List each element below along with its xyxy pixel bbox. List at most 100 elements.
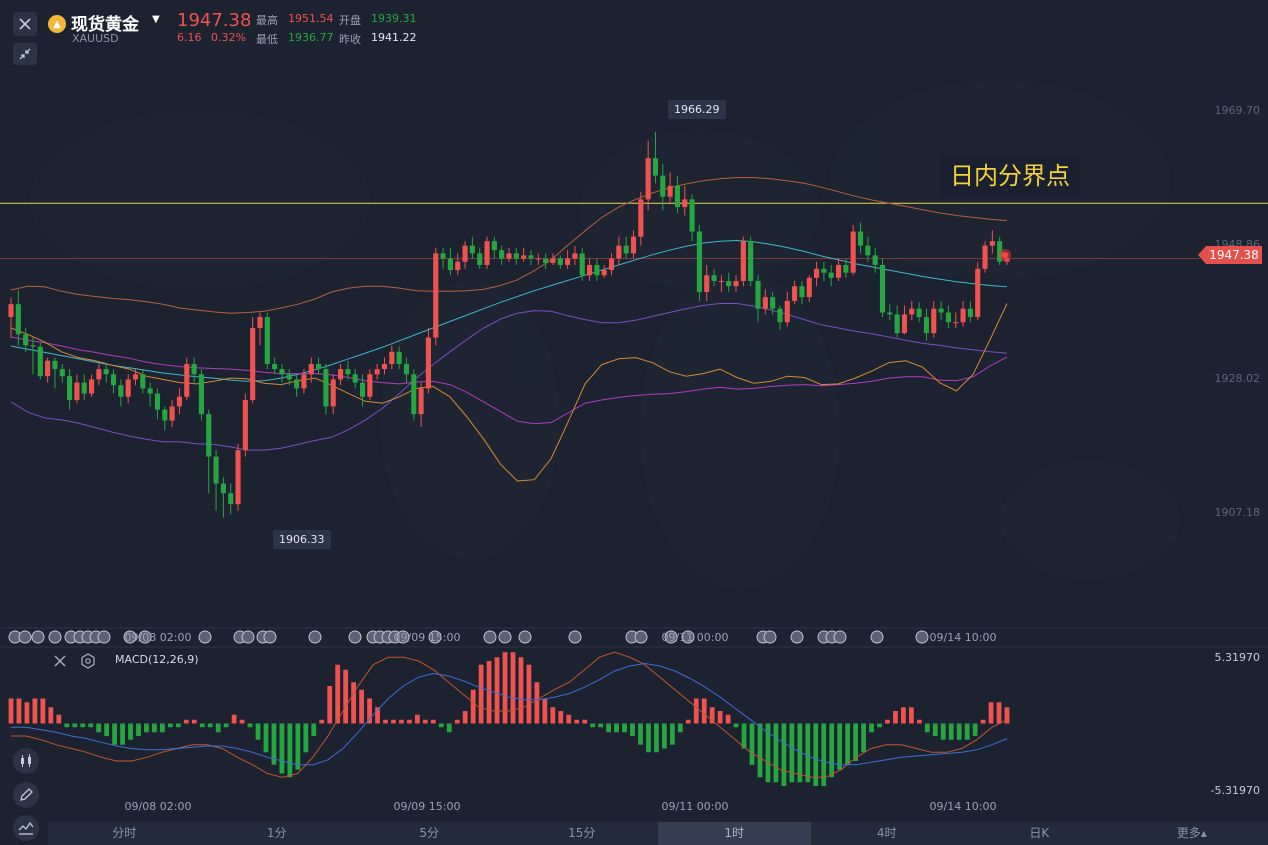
boll-upper-line <box>10 177 1008 314</box>
macd-bar <box>80 723 86 728</box>
candle-body <box>499 250 505 259</box>
macd-bar <box>948 723 954 740</box>
candle-body <box>535 258 541 260</box>
macd-bar <box>391 719 396 724</box>
indicator-tool-button[interactable] <box>13 815 39 841</box>
candle-body <box>762 297 768 309</box>
candle-body <box>806 277 812 298</box>
event-marker <box>915 630 929 644</box>
macd-bar <box>16 698 22 724</box>
chevron-down-icon[interactable]: ▼ <box>152 14 160 25</box>
candle-body <box>345 369 351 375</box>
event-markers[interactable] <box>8 630 929 644</box>
close-indicator-icon[interactable] <box>53 654 69 668</box>
tab-1min[interactable]: 1分 <box>266 826 287 840</box>
macd-bar <box>510 652 516 724</box>
close-icon <box>19 18 31 30</box>
candle-body <box>462 245 468 262</box>
tab-15min[interactable]: 15分 <box>568 826 596 840</box>
draw-tool-button[interactable] <box>13 782 39 808</box>
candle-body <box>696 231 702 292</box>
candle-body <box>359 382 366 397</box>
macd-bar <box>789 723 795 783</box>
annotation-label[interactable]: 日内分界点 <box>940 156 1080 196</box>
macd-bar <box>112 723 117 745</box>
macd-bar <box>654 723 659 753</box>
macd-bar <box>598 723 604 728</box>
candle-body <box>242 399 248 451</box>
macd-bar <box>797 723 803 783</box>
macd-bar <box>136 723 141 737</box>
macd-dea-line <box>11 662 1008 766</box>
macd-bar <box>120 723 125 745</box>
macd-bar <box>24 702 30 724</box>
tab-1hour[interactable]: 1时 <box>658 822 811 845</box>
candle-body <box>59 369 65 377</box>
collapse-button[interactable] <box>13 43 37 65</box>
candle-body <box>565 258 571 265</box>
candle-body <box>770 297 776 309</box>
event-marker <box>241 630 255 644</box>
settings-icon[interactable] <box>80 653 96 669</box>
candle-body <box>989 241 995 246</box>
macd-bar <box>916 719 922 724</box>
macd-bar <box>988 702 994 724</box>
candle-body <box>484 241 490 265</box>
event-marker <box>664 630 678 644</box>
macd-bar <box>638 723 643 745</box>
candle-body <box>528 255 534 259</box>
macd-bar <box>215 723 221 733</box>
y-axis: 1969.701948.861928.021907.185.31970-5.31… <box>1211 104 1260 797</box>
world-map-background <box>30 80 1180 590</box>
candle-body <box>557 258 563 265</box>
macd-bar <box>590 723 596 728</box>
open-value: 1939.31 <box>371 12 417 25</box>
candle-body <box>777 308 783 323</box>
tab-4hour[interactable]: 4时 <box>876 826 897 840</box>
macd-bar <box>319 719 325 724</box>
candle-body <box>982 245 988 269</box>
candle-body <box>389 351 395 364</box>
bollinger-bands <box>10 177 1008 482</box>
candle-body <box>469 245 475 254</box>
candle-body <box>667 185 673 197</box>
macd-bar <box>980 719 986 724</box>
tab-5min[interactable]: 5分 <box>419 826 440 840</box>
candle-body <box>894 314 900 334</box>
candle-body <box>37 346 43 377</box>
candle-body <box>352 374 358 383</box>
candlesticks[interactable] <box>8 131 1010 518</box>
macd-bar <box>733 723 739 728</box>
candle-body <box>623 245 629 254</box>
x-tick-label: 09/09 15:00 <box>394 631 461 644</box>
candle-body <box>792 286 798 301</box>
macd-bar <box>470 689 476 724</box>
candle-body <box>337 369 344 380</box>
macd-bar <box>167 723 173 728</box>
candle-body <box>491 241 497 251</box>
tab-more[interactable]: 更多▴ <box>1176 826 1207 840</box>
candle-body <box>682 199 688 208</box>
candle-body <box>455 261 461 271</box>
macd-bar <box>805 723 811 783</box>
candle-body <box>403 363 410 375</box>
macd-bar <box>661 723 667 749</box>
candlestick-tool-button[interactable] <box>13 748 39 774</box>
close-button[interactable] <box>13 12 37 36</box>
macd-bar <box>996 702 1002 724</box>
tab-daily[interactable]: 日K <box>1029 826 1050 840</box>
macd-bar <box>972 723 978 737</box>
candle-body <box>857 231 864 246</box>
macd-bar <box>8 698 14 724</box>
macd-bar <box>375 707 380 724</box>
candle-body <box>67 376 73 400</box>
event-marker <box>428 630 442 644</box>
x-tick-label: 09/08 02:00 <box>125 631 192 644</box>
instrument-title[interactable]: 现货黄金 <box>71 15 139 35</box>
macd-bar <box>263 723 269 753</box>
macd-bar <box>247 723 253 728</box>
candle-body <box>579 253 585 276</box>
tab-timeshare[interactable]: 分时 <box>112 826 137 840</box>
candle-body <box>740 241 746 282</box>
